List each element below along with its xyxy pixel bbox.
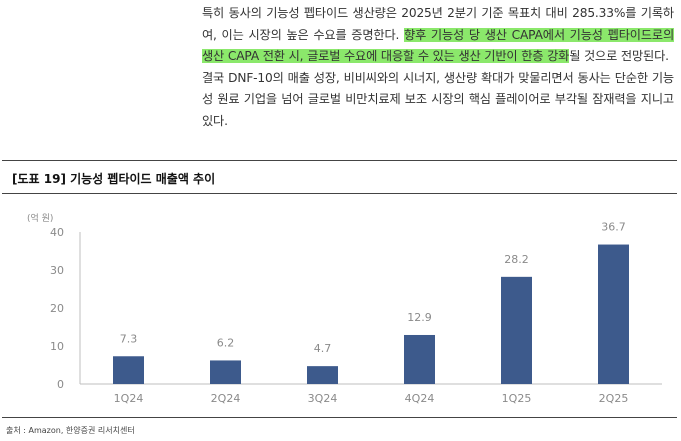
paragraph-text-after: 될 것으로 전망된다. bbox=[569, 49, 669, 63]
bars-group bbox=[113, 244, 629, 384]
value-label: 28.2 bbox=[504, 253, 529, 266]
x-tick-label: 1Q24 bbox=[114, 392, 144, 405]
y-tick-label: 10 bbox=[50, 340, 64, 353]
x-tick-label: 2Q25 bbox=[599, 392, 629, 405]
value-labels-group: 7.3 6.2 4.7 12.9 28.2 36.7 bbox=[120, 221, 626, 356]
value-label: 7.3 bbox=[120, 332, 138, 345]
value-label: 12.9 bbox=[407, 311, 432, 324]
y-axis-ticks: 0 10 20 30 40 bbox=[50, 226, 64, 391]
x-tick-label: 3Q24 bbox=[308, 392, 338, 405]
bar-2q24 bbox=[210, 360, 241, 384]
body-paragraph: 특히 동사의 기능성 펩타이드 생산량은 2025년 2분기 기준 목표치 대비… bbox=[202, 3, 674, 132]
y-tick-label: 20 bbox=[50, 302, 64, 315]
figure-footer-divider bbox=[2, 417, 677, 418]
x-axis-labels: 1Q24 2Q24 3Q24 4Q24 1Q25 2Q25 bbox=[114, 392, 629, 405]
bar-3q24 bbox=[307, 366, 338, 384]
x-tick-label: 2Q24 bbox=[211, 392, 241, 405]
x-tick-label: 1Q25 bbox=[502, 392, 532, 405]
bar-1q24 bbox=[113, 356, 144, 384]
figure-source: 출처 : Amazon, 한양증권 리서치센터 bbox=[6, 426, 135, 435]
value-label: 4.7 bbox=[314, 342, 332, 355]
value-label: 36.7 bbox=[601, 221, 626, 234]
y-tick-label: 0 bbox=[57, 378, 64, 391]
paragraph-first: 특히 동사의 기능성 펩타이드 생산량은 2025년 2분기 기준 목표치 대비… bbox=[202, 3, 674, 68]
bar-1q25 bbox=[501, 276, 532, 384]
y-tick-label: 40 bbox=[50, 226, 64, 239]
value-label: 6.2 bbox=[217, 336, 235, 349]
y-axis-unit-label: (억 원) bbox=[27, 212, 53, 224]
figure-title: [도표 19] 기능성 펩타이드 매출액 추이 bbox=[12, 172, 216, 186]
bar-2q25 bbox=[598, 244, 629, 384]
y-tick-label: 30 bbox=[50, 264, 64, 277]
bar-4q24 bbox=[404, 334, 435, 384]
bar-chart: (억 원) 0 10 20 30 40 7.3 6.2 4.7 12.9 28.2 36.7 1Q… bbox=[27, 212, 662, 405]
x-tick-label: 4Q24 bbox=[405, 392, 435, 405]
paragraph-text-before: 특히 동사의 기능성 펩타이드 생산량은 2025년 2분기 기준 목표치 대비… bbox=[202, 6, 674, 42]
figure-header: [도표 19] 기능성 펩타이드 매출액 추이 bbox=[2, 160, 677, 194]
paragraph-second: 결국 DNF-10의 매출 성장, 비비씨와의 시너지, 생산량 확대가 맞물리… bbox=[202, 70, 674, 128]
